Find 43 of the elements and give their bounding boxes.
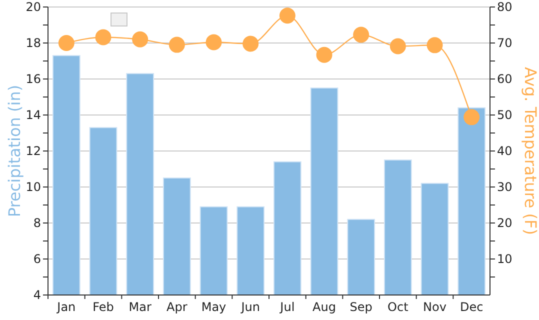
- point: [279, 8, 296, 24]
- point: [58, 35, 74, 51]
- y-tick-label: 6: [33, 252, 41, 266]
- x-tick-label: Mar: [128, 300, 152, 314]
- y-tick-label: 14: [26, 108, 41, 122]
- y2-tick-label: 70: [497, 36, 512, 50]
- point: [390, 38, 406, 54]
- x-tick-label: Apr: [166, 300, 188, 314]
- y2-tick-label: 20: [497, 216, 512, 230]
- y-tick-label: 20: [26, 0, 41, 14]
- y2-tick-label: 30: [497, 180, 512, 194]
- point: [464, 109, 480, 126]
- x-tick-label: Feb: [92, 300, 114, 314]
- y2-tick-label: 80: [497, 0, 512, 14]
- point: [132, 31, 148, 48]
- y2-tick-label: 10: [497, 252, 512, 266]
- point: [95, 29, 112, 46]
- x-tick-label: Jun: [240, 300, 260, 314]
- y2-axis-title: Avg. Temperature (F): [521, 67, 539, 235]
- x-tick-label: Sep: [350, 300, 372, 314]
- y-tick-label: 4: [33, 288, 41, 302]
- y-tick-label: 8: [33, 216, 41, 230]
- x-tick-label: Aug: [312, 300, 336, 314]
- y-tick-label: 16: [26, 72, 41, 86]
- x-tick-label: Jan: [56, 300, 76, 314]
- y2-tick-label: 40: [497, 144, 512, 158]
- x-tick-label: Jul: [279, 300, 295, 314]
- point: [426, 37, 443, 54]
- point: [353, 26, 370, 43]
- point: [168, 36, 185, 53]
- point: [206, 34, 222, 50]
- y-tick-label: 18: [26, 36, 41, 50]
- x-tick-label: May: [201, 300, 226, 314]
- x-tick-label: Oct: [388, 300, 409, 314]
- x-tick-label: Dec: [460, 300, 484, 314]
- point: [242, 36, 259, 52]
- point: [316, 46, 332, 63]
- y-tick-label: 10: [26, 180, 41, 194]
- y2-tick-label: 60: [497, 72, 512, 86]
- y-tick-label: 12: [26, 144, 41, 158]
- y-axis-title: Precipitation (in): [5, 84, 24, 218]
- y2-tick-label: 50: [497, 108, 512, 122]
- x-tick-label: Nov: [423, 300, 446, 314]
